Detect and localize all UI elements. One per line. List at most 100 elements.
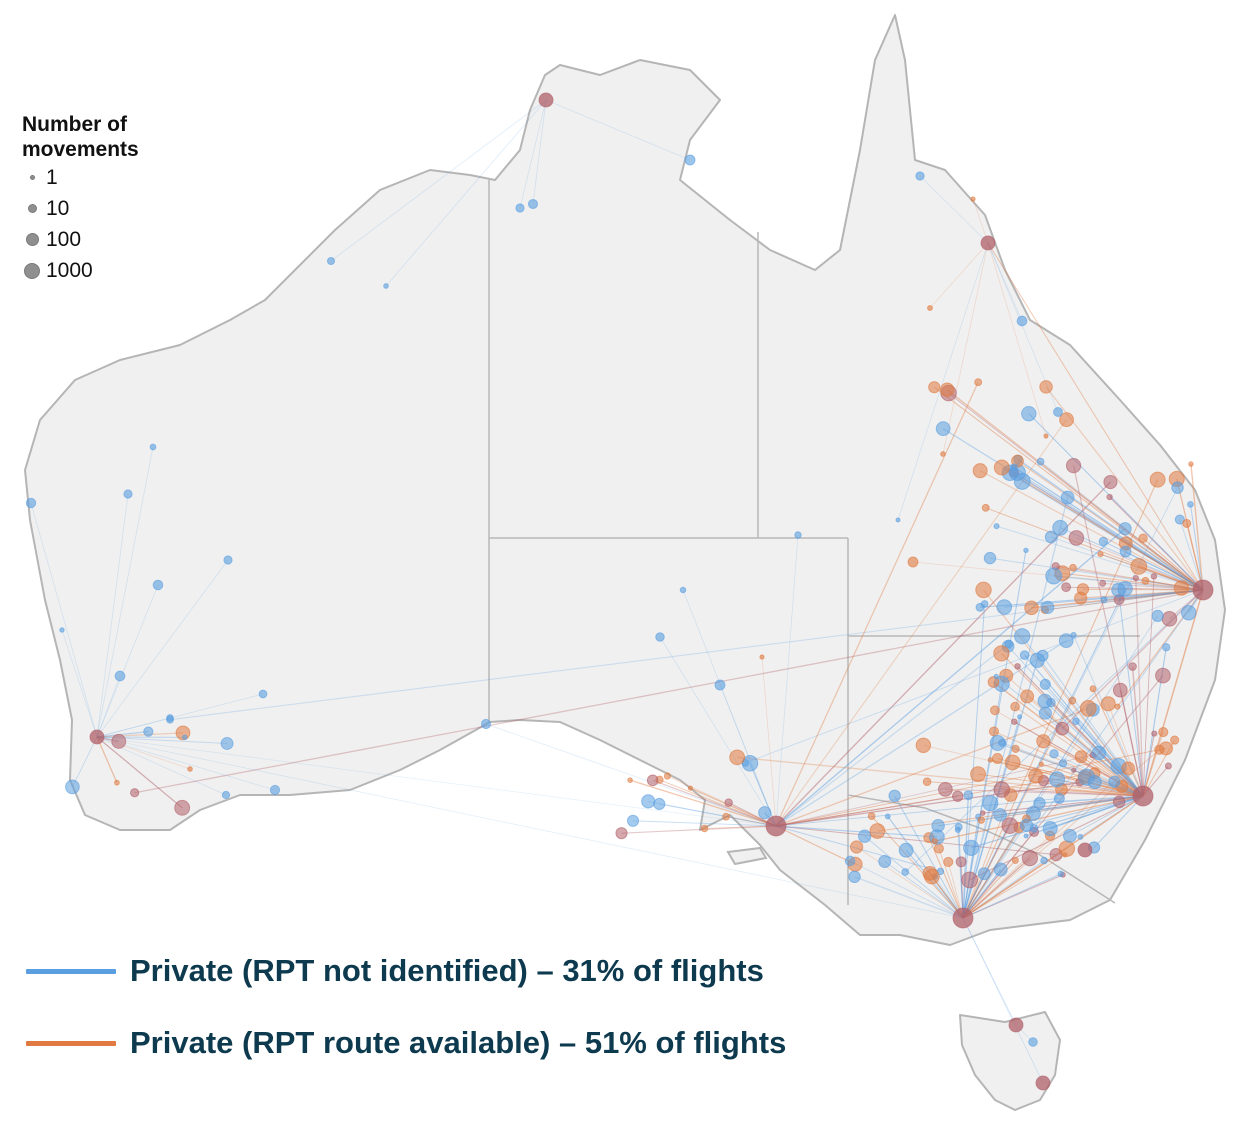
route-line xyxy=(30,502,98,738)
airport-node xyxy=(1039,380,1053,394)
size-legend-entry-1000: 1000 xyxy=(22,255,139,286)
airport-node xyxy=(1029,652,1045,668)
airport-node xyxy=(1001,817,1019,834)
route-line xyxy=(1119,690,1144,797)
route-line xyxy=(948,392,1204,591)
airport-node xyxy=(1188,461,1194,467)
airport-node xyxy=(166,714,174,722)
airport-node xyxy=(1130,557,1148,575)
airport-node xyxy=(993,781,1011,798)
airport-node xyxy=(1043,433,1049,439)
route-line xyxy=(749,763,777,827)
airport-node xyxy=(129,788,140,798)
route-line xyxy=(1075,720,1144,797)
size-legend-entry-100: 100 xyxy=(22,224,139,255)
airport-node xyxy=(939,382,955,398)
mainland-landmass xyxy=(24,14,1226,946)
airport-node xyxy=(993,673,999,680)
airport-node xyxy=(927,305,933,311)
route-line xyxy=(958,826,964,919)
airport-node xyxy=(646,774,659,787)
airport-node xyxy=(878,855,892,868)
airport-node xyxy=(1040,856,1048,865)
airport-node xyxy=(114,779,120,786)
route-line xyxy=(919,175,989,244)
route-line xyxy=(938,848,964,919)
route-line xyxy=(775,825,1057,856)
route-line xyxy=(1117,589,1144,797)
airport-node xyxy=(988,726,1000,737)
route-line xyxy=(385,99,547,287)
airport-node xyxy=(758,806,772,820)
airport-node xyxy=(220,737,234,750)
route-line xyxy=(96,693,264,738)
airport-node xyxy=(1020,689,1035,704)
route-line xyxy=(659,779,777,827)
route-line xyxy=(621,825,777,834)
airport-node xyxy=(848,870,861,884)
airport-node xyxy=(1180,605,1197,621)
airport-node xyxy=(940,451,946,457)
route-line xyxy=(775,707,1089,827)
route-line xyxy=(987,242,1204,591)
route-line xyxy=(962,874,1064,919)
airport-node xyxy=(1155,667,1171,684)
size-legend-entry-10: 10 xyxy=(22,193,139,224)
route-line xyxy=(134,589,1204,794)
route-line xyxy=(996,525,1204,591)
route-line xyxy=(1013,466,1204,591)
route-line xyxy=(1131,666,1144,797)
route-line xyxy=(652,779,777,827)
airport-node xyxy=(89,729,105,745)
airport-node xyxy=(884,813,891,820)
airport-node xyxy=(1098,536,1109,547)
route-line xyxy=(1062,762,1144,797)
airport-node xyxy=(149,443,157,451)
route-line xyxy=(633,820,777,827)
airport-node xyxy=(1132,785,1154,807)
airport-node xyxy=(915,171,925,181)
route-line xyxy=(1057,778,1144,797)
airport-node xyxy=(679,586,687,594)
airport-node xyxy=(687,785,694,791)
route-line xyxy=(704,825,777,829)
route-line xyxy=(1138,565,1204,591)
route-line xyxy=(945,788,1144,797)
route-line xyxy=(1050,536,1204,591)
airport-node xyxy=(1041,600,1055,615)
route-line xyxy=(938,795,1144,827)
airport-node xyxy=(989,735,1006,751)
airport-node xyxy=(961,871,979,889)
route-line xyxy=(987,242,1047,437)
airport-node xyxy=(993,645,1010,662)
airport-node xyxy=(928,381,941,394)
route-line xyxy=(904,589,1204,873)
route-line xyxy=(532,99,547,205)
route-line xyxy=(957,829,964,919)
airport-node xyxy=(1112,795,1126,809)
airport-node xyxy=(1076,583,1090,596)
route-line xyxy=(648,800,777,827)
airport-node xyxy=(1074,750,1088,764)
route-line xyxy=(61,629,98,738)
airport-node xyxy=(1017,714,1023,720)
airport-node xyxy=(1192,579,1214,601)
airport-node xyxy=(1036,457,1045,466)
airport-node xyxy=(983,551,997,565)
route-line xyxy=(1017,472,1204,591)
airport-node xyxy=(480,718,492,730)
airport-node xyxy=(1042,821,1058,837)
airport-node xyxy=(123,489,133,499)
route-line xyxy=(96,732,184,738)
airport-node xyxy=(1072,717,1080,726)
size-dot-10 xyxy=(27,204,37,213)
airport-node xyxy=(1151,730,1158,737)
route-line xyxy=(962,917,1017,1026)
airport-node xyxy=(1097,551,1104,558)
airport-node xyxy=(1029,824,1039,833)
route-line xyxy=(1135,578,1144,797)
airport-node xyxy=(1053,792,1065,804)
route-line xyxy=(972,198,989,244)
airport-node xyxy=(1039,678,1051,690)
route-line xyxy=(1093,795,1144,848)
